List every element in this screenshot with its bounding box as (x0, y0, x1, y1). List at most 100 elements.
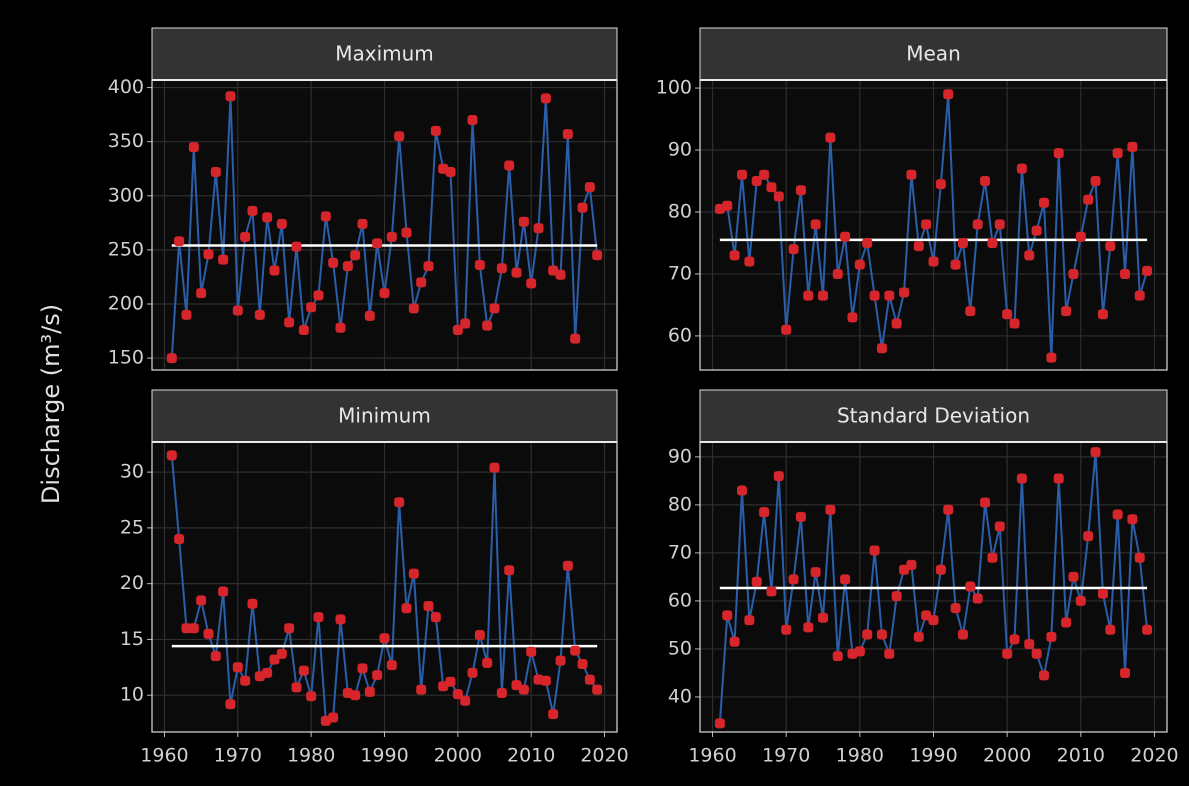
point (210, 166, 221, 177)
point (526, 278, 537, 289)
point (306, 691, 317, 702)
point (788, 244, 799, 255)
point (511, 267, 522, 278)
point (906, 559, 917, 570)
point (372, 238, 383, 249)
point (980, 497, 991, 508)
point (570, 645, 581, 656)
point (810, 567, 821, 578)
point (489, 303, 500, 314)
y-tick-label: 70 (668, 262, 692, 284)
x-tick-label: 1990 (909, 745, 957, 767)
point (1083, 531, 1094, 542)
y-tick-label: 200 (108, 292, 144, 314)
point (203, 249, 214, 260)
point (1068, 268, 1079, 279)
point (1031, 225, 1042, 236)
y-tick-label: 300 (108, 184, 144, 206)
point (987, 552, 998, 563)
point (1068, 571, 1079, 582)
point (950, 603, 961, 614)
point (518, 216, 529, 227)
point (759, 169, 770, 180)
point (1038, 197, 1049, 208)
y-axis-label: Discharge (m³/s) (37, 304, 65, 504)
point (430, 125, 441, 136)
point (291, 241, 302, 252)
point (1134, 552, 1145, 563)
point (555, 655, 566, 666)
point (416, 277, 427, 288)
point (795, 511, 806, 522)
point (891, 318, 902, 329)
point (935, 564, 946, 575)
point (884, 290, 895, 301)
y-tick-label: 90 (668, 445, 692, 467)
point (795, 185, 806, 196)
y-tick-label: 50 (668, 637, 692, 659)
y-tick-label: 70 (668, 541, 692, 563)
point (218, 586, 229, 597)
point (379, 633, 390, 644)
point (350, 250, 361, 261)
point (736, 169, 747, 180)
point (825, 504, 836, 515)
point (1031, 648, 1042, 659)
point (766, 586, 777, 597)
y-tick-label: 25 (120, 516, 144, 538)
point (269, 654, 280, 665)
point (1142, 265, 1153, 276)
point (781, 324, 792, 335)
point (943, 504, 954, 515)
point (736, 485, 747, 496)
point (474, 629, 485, 640)
point (810, 219, 821, 230)
point (957, 237, 968, 248)
point (423, 600, 434, 611)
point (987, 237, 998, 248)
point (460, 318, 471, 329)
x-tick-label: 1960 (688, 745, 736, 767)
point (1127, 141, 1138, 152)
y-tick-label: 90 (668, 139, 692, 161)
point (188, 623, 199, 634)
point (335, 322, 346, 333)
point (313, 290, 324, 301)
point (1127, 514, 1138, 525)
point (247, 205, 258, 216)
point (854, 646, 865, 657)
point (1053, 148, 1064, 159)
point (972, 593, 983, 604)
y-tick-label: 10 (120, 684, 144, 706)
point (218, 254, 229, 265)
point (210, 651, 221, 662)
point (891, 591, 902, 602)
point (240, 675, 251, 686)
point (869, 290, 880, 301)
point (876, 343, 887, 354)
point (482, 320, 493, 331)
point (965, 306, 976, 317)
point (467, 115, 478, 126)
point (460, 695, 471, 706)
point (584, 182, 595, 193)
x-tick-label: 2020 (1130, 745, 1178, 767)
point (1075, 595, 1086, 606)
point (832, 651, 843, 662)
strip (699, 389, 1168, 443)
point (1083, 194, 1094, 205)
point (744, 615, 755, 626)
point (840, 574, 851, 585)
point (247, 598, 258, 609)
point (408, 303, 419, 314)
point (592, 684, 603, 695)
point (1120, 268, 1131, 279)
x-tick-label: 2010 (507, 745, 555, 767)
point (818, 290, 829, 301)
point (1046, 352, 1057, 363)
y-tick-label: 150 (108, 347, 144, 369)
point (1002, 648, 1013, 659)
point (1075, 231, 1086, 242)
point (452, 689, 463, 700)
